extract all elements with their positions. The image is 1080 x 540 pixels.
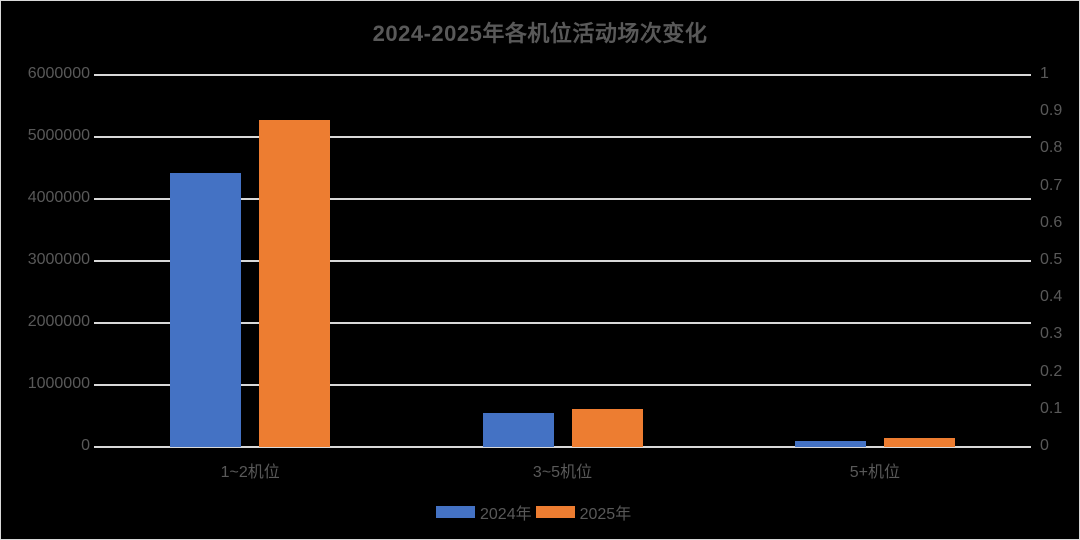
- bar-2025年-1~2机位: [259, 120, 331, 447]
- y2-tick-label: 0.5: [1040, 251, 1063, 268]
- y2-tick-label: 0: [1040, 437, 1049, 454]
- bar-2024年-3~5机位: [482, 412, 554, 447]
- legend-label-2024: 2024年: [480, 506, 532, 523]
- y2-tick-label: 0.2: [1040, 362, 1063, 380]
- y-tick-label: 2000000: [27, 313, 90, 330]
- y2-tick-label: 0.4: [1040, 288, 1063, 306]
- plot-area: [94, 74, 1031, 448]
- y2-tick-label: 0.8: [1040, 139, 1063, 157]
- gridline: [94, 260, 1031, 262]
- legend-item-2025: 2025年: [535, 500, 632, 524]
- y2-tick-label: 1: [1040, 65, 1049, 82]
- y2-tick-label: 0.1: [1040, 399, 1063, 417]
- y2-tick-label: 0.7: [1040, 176, 1063, 194]
- x-category-label: 5+机位: [849, 464, 900, 481]
- gridline: [94, 322, 1031, 324]
- gridline: [94, 136, 1031, 138]
- y-tick-label: 6000000: [27, 65, 90, 82]
- legend-swatch-2025: [535, 506, 575, 518]
- bar-2025年-3~5机位: [571, 409, 643, 447]
- y-tick-label: 1000000: [27, 375, 90, 392]
- y-tick-label: 3000000: [27, 251, 90, 268]
- y2-tick-label: 0.9: [1040, 102, 1063, 120]
- gridline: [94, 198, 1031, 200]
- gridline: [94, 384, 1031, 386]
- bar-2025年-5+机位: [883, 437, 955, 447]
- gridline: [94, 446, 1031, 448]
- legend: 2024年 2025年: [436, 500, 635, 524]
- legend-label-2025: 2025年: [579, 506, 632, 523]
- legend-swatch-2024: [436, 506, 475, 518]
- y-tick-label: 0: [81, 437, 90, 454]
- bar-2024年-5+机位: [794, 440, 866, 447]
- x-category-label: 3~5机位: [532, 464, 593, 481]
- y2-tick-label: 0.3: [1040, 325, 1063, 343]
- y2-tick-label: 0.6: [1040, 213, 1063, 231]
- legend-item-2024: 2024年: [436, 500, 532, 524]
- x-category-label: 1~2机位: [220, 464, 280, 481]
- y-tick-label: 4000000: [27, 189, 90, 206]
- y-tick-label: 5000000: [27, 127, 90, 144]
- bar-2024年-1~2机位: [170, 172, 242, 447]
- chart-title: 2024-2025年各机位活动场次变化: [372, 21, 708, 46]
- gridline: [94, 74, 1031, 76]
